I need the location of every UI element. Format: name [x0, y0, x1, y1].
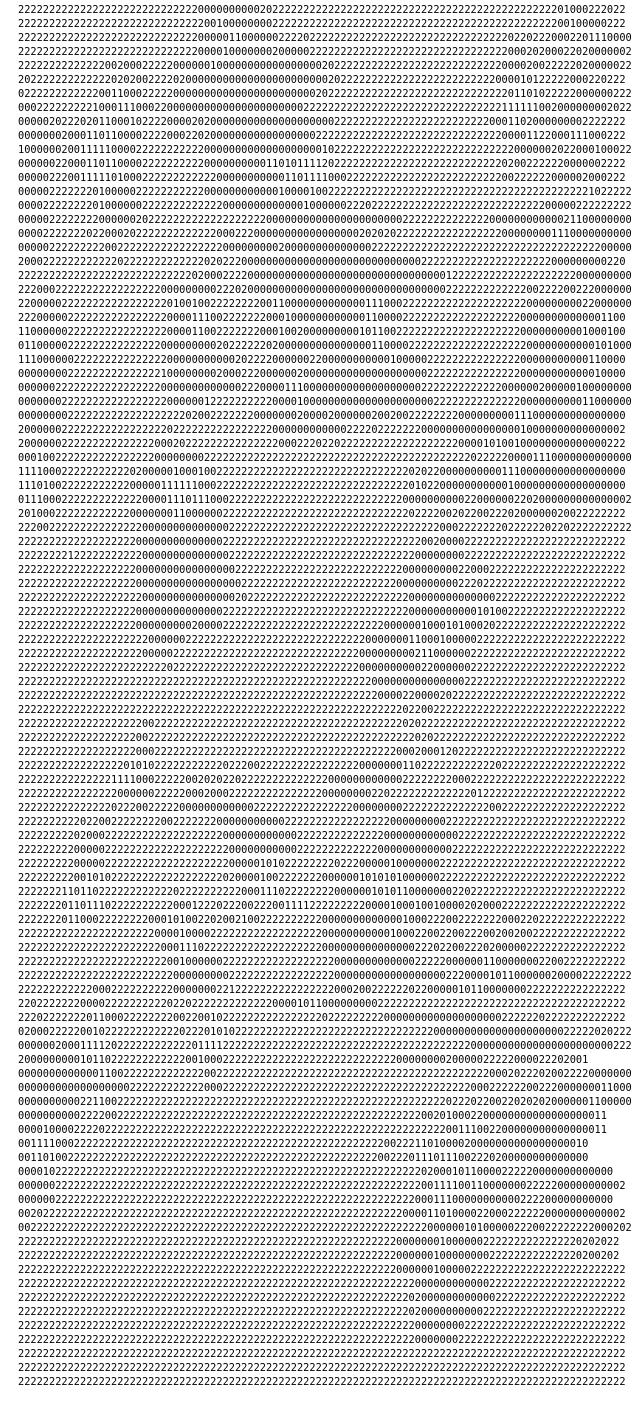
digit-grid: 2222222222222222222222222222200000000002… [18, 4, 631, 1388]
